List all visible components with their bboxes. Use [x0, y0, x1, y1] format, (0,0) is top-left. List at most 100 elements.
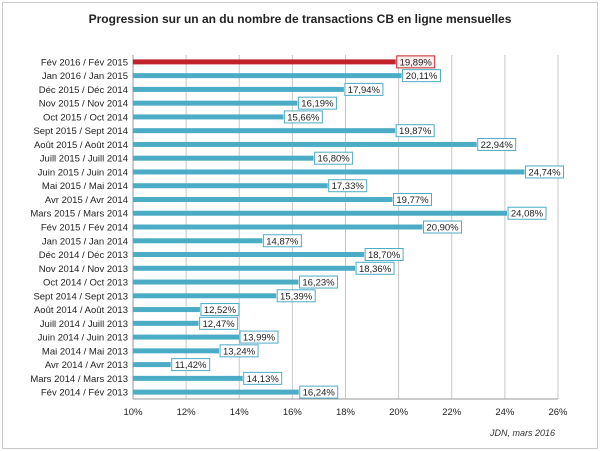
category-label: Juill 2015 / Juill 2014 [40, 154, 128, 165]
data-label-box [297, 96, 337, 110]
category-label: Fév 2016 / Fév 2015 [41, 57, 128, 68]
data-label: 18,70% [368, 250, 401, 261]
category-label: Sept 2014 / Sept 2013 [33, 291, 128, 302]
bar [133, 114, 284, 120]
bar [133, 279, 299, 285]
bar [133, 362, 171, 368]
data-label-box [525, 165, 565, 179]
data-label-box [364, 248, 404, 262]
x-tick-label: 22% [442, 407, 462, 418]
bar [133, 59, 396, 65]
bar [133, 320, 199, 326]
data-label: 18,36% [359, 264, 392, 275]
data-label: 15,66% [287, 112, 320, 123]
bar [133, 238, 263, 244]
category-label: Fév 2015 / Fév 2014 [41, 223, 128, 234]
data-label: 20,11% [406, 71, 438, 82]
category-label: Août 2015 / Août 2014 [34, 140, 128, 151]
category-label: Déc 2015 / Déc 2014 [39, 85, 128, 96]
bar [133, 375, 243, 381]
bar [133, 348, 220, 354]
x-tick-label: 26% [548, 407, 568, 418]
data-label: 16,24% [303, 388, 336, 399]
data-label-box [328, 179, 368, 193]
data-label: 17,33% [332, 181, 365, 192]
category-label: Juin 2015 / Juin 2014 [38, 167, 128, 178]
bar [133, 196, 393, 202]
bar [133, 169, 525, 175]
data-label: 12,52% [204, 305, 237, 316]
bar [133, 73, 402, 79]
x-tick-label: 16% [283, 407, 303, 418]
data-label-box [283, 110, 323, 124]
category-label: Jan 2015 / Jan 2014 [42, 236, 128, 247]
data-label: 16,23% [302, 278, 335, 289]
category-label: Août 2014 / Août 2013 [34, 305, 128, 316]
data-label: 19,77% [396, 195, 429, 206]
category-label: Avr 2014 / Avr 2013 [45, 360, 128, 371]
data-label: 11,42% [175, 360, 207, 371]
data-label-box [171, 358, 211, 372]
data-label: 19,87% [399, 126, 432, 137]
data-label-box [477, 137, 517, 151]
x-tick-label: 24% [495, 407, 515, 418]
data-label-box [262, 234, 302, 248]
data-label-box [393, 192, 433, 206]
data-label: 15,39% [280, 291, 313, 302]
bar [133, 307, 200, 313]
data-label: 22,94% [481, 140, 514, 151]
bar [133, 155, 314, 161]
category-label: Nov 2014 / Nov 2013 [39, 264, 128, 275]
x-tick-label: 20% [389, 407, 409, 418]
data-label-box [395, 124, 435, 138]
data-label-box [355, 261, 395, 275]
bar [133, 183, 328, 189]
bar [133, 293, 277, 299]
bar [133, 128, 396, 134]
category-label: Déc 2014 / Déc 2013 [39, 250, 128, 261]
data-label-box [507, 206, 547, 220]
category-label: Nov 2015 / Nov 2014 [39, 99, 128, 110]
data-label-box [402, 69, 442, 83]
category-label: Oct 2014 / Oct 2013 [43, 278, 128, 289]
data-label: 17,94% [348, 85, 381, 96]
category-label: Avr 2015 / Avr 2014 [45, 195, 128, 206]
bar [133, 389, 299, 395]
category-label: Mars 2015 / Mars 2014 [30, 209, 128, 220]
x-tick-label: 12% [177, 407, 197, 418]
x-tick-label: 18% [336, 407, 356, 418]
category-label: Jan 2016 / Jan 2015 [42, 71, 128, 82]
category-label: Fév 2014 / Fév 2013 [41, 388, 128, 399]
data-label: 16,19% [301, 99, 334, 110]
data-label: 12,47% [202, 319, 235, 330]
data-label-box [423, 220, 463, 234]
data-label-box [314, 151, 354, 165]
bar [133, 265, 356, 271]
category-label: Juin 2014 / Juin 2013 [38, 333, 128, 344]
bar [133, 100, 298, 106]
data-label-box [200, 303, 240, 317]
x-tick-label: 14% [230, 407, 250, 418]
x-tick-label: 10% [123, 407, 143, 418]
data-label-box [299, 385, 339, 399]
data-label: 24,08% [511, 209, 544, 220]
bar [133, 252, 365, 258]
data-label: 24,74% [528, 167, 561, 178]
data-label: 20,90% [426, 223, 459, 234]
chart-title: Progression sur un an du nombre de trans… [88, 12, 512, 26]
data-label-box [219, 344, 259, 358]
data-label-box [396, 55, 436, 69]
category-label: Sept 2015 / Sept 2014 [33, 126, 128, 137]
data-label: 14,13% [247, 374, 280, 385]
data-label-box [243, 371, 283, 385]
bar [133, 334, 239, 340]
data-label: 19,89% [400, 57, 433, 68]
category-label: Mars 2014 / Mars 2013 [30, 374, 128, 385]
data-label-box [239, 330, 279, 344]
bar [133, 210, 507, 216]
data-label: 13,24% [223, 346, 256, 357]
data-label: 13,99% [243, 333, 276, 344]
data-label-box [298, 275, 338, 289]
bar [133, 224, 423, 230]
